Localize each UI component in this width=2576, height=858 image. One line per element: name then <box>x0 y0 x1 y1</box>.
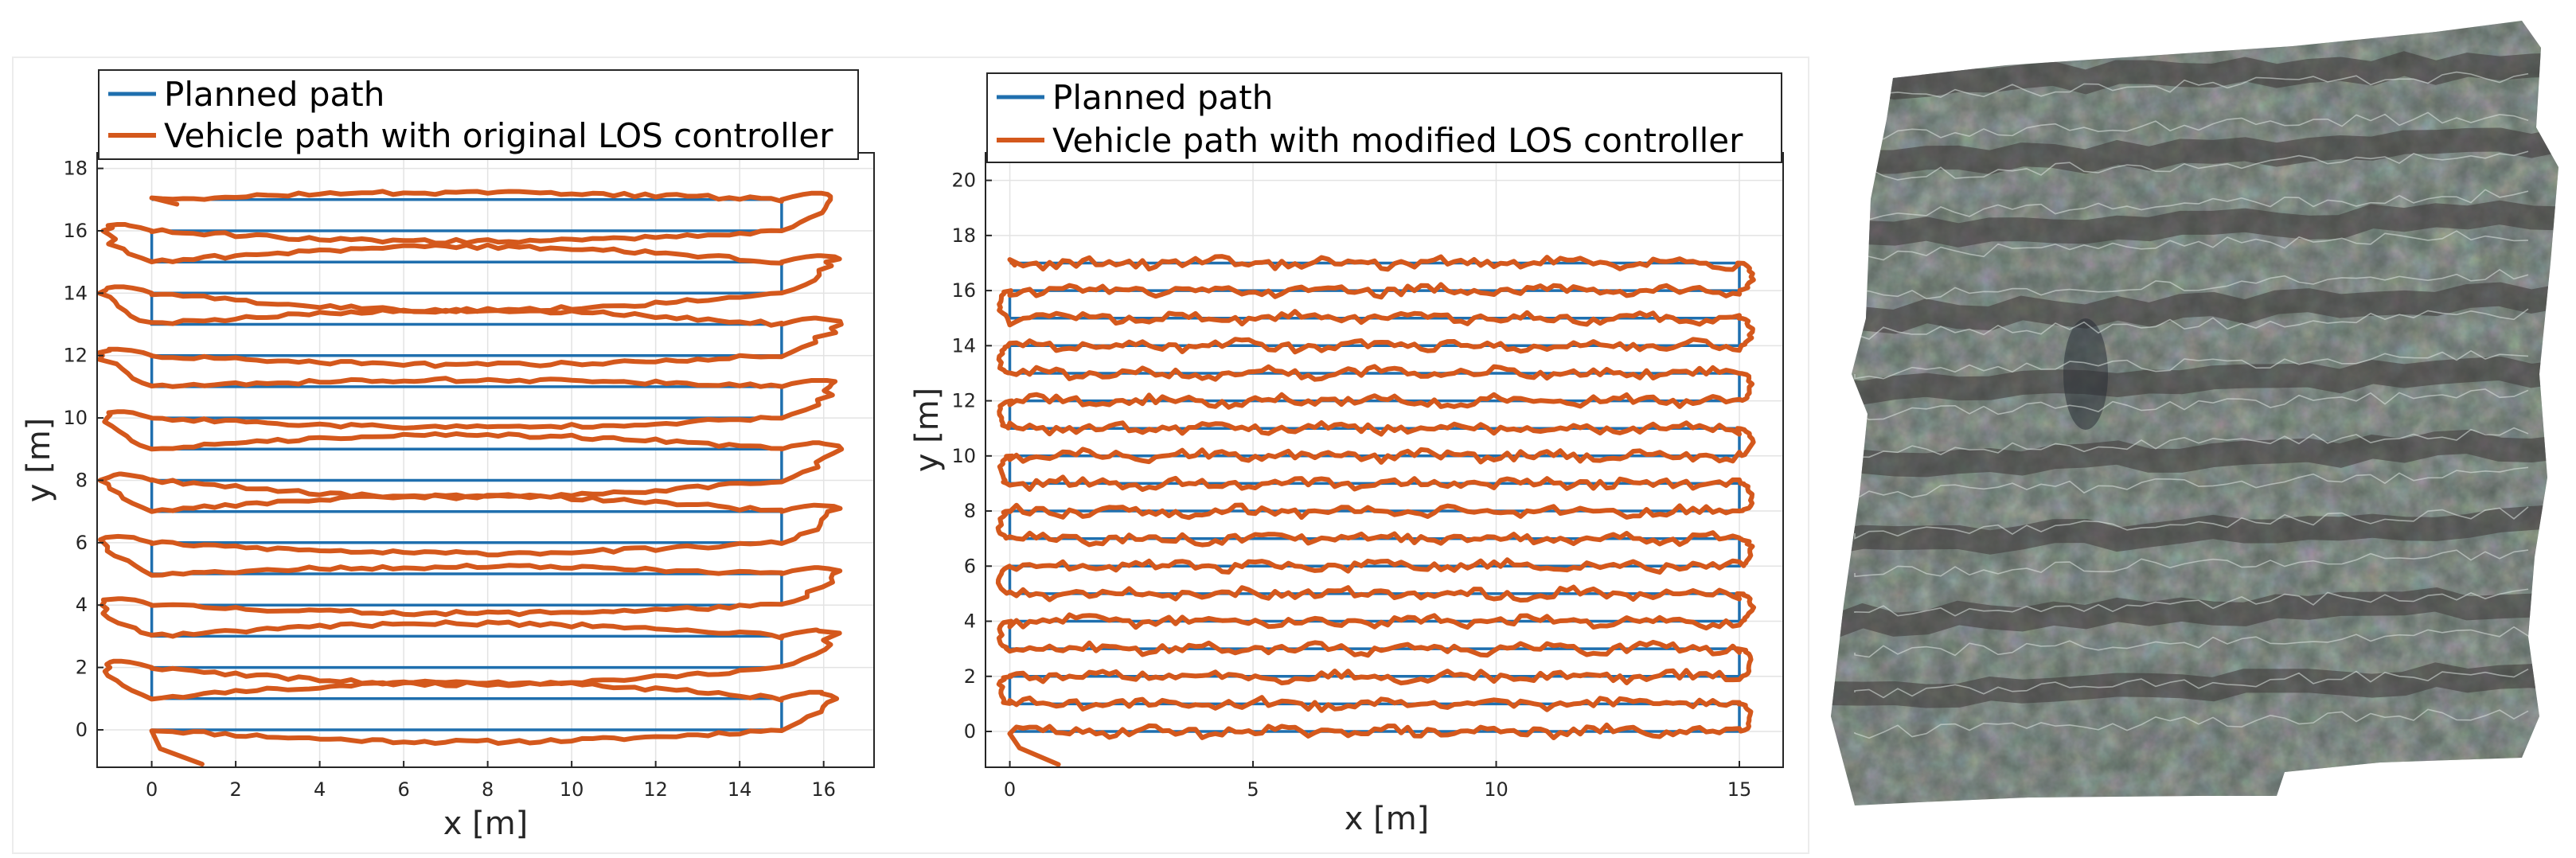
mosaic-track <box>1854 427 2529 458</box>
chart1-xlabel: x [m] <box>443 805 529 842</box>
mosaic-object <box>2063 318 2108 430</box>
x-tick-label: 16 <box>811 778 836 801</box>
vehicle-path-line <box>995 254 1756 767</box>
mosaic-track <box>1854 626 2529 658</box>
y-tick-label: 18 <box>951 224 976 247</box>
chart1-ticks: 0 2 4 6 8 10 12 14 16 0 2 4 6 8 10 12 14 16 18 <box>63 158 836 801</box>
mosaic-texture <box>1831 21 2558 805</box>
y-tick-label: 12 <box>951 390 976 412</box>
y-tick-label: 8 <box>964 500 976 522</box>
y-tick-label: 6 <box>964 555 976 577</box>
y-tick-label: 8 <box>76 469 88 491</box>
mosaic-track <box>1854 230 2529 261</box>
y-tick-label: 16 <box>951 279 976 302</box>
mosaic-track <box>1854 150 2529 181</box>
chart2-legend-planned-label: Planned path <box>1052 78 1273 117</box>
mosaic-track <box>1854 189 2529 220</box>
y-tick-label: 4 <box>76 594 88 616</box>
chart1-legend-planned-label: Planned path <box>164 75 384 114</box>
seafloor-mosaic-image <box>1831 21 2558 805</box>
mosaic-track <box>1854 308 2529 340</box>
planned-path-line <box>1008 261 1741 733</box>
chart2-vehicle-series <box>995 254 1756 767</box>
mosaic-dark-band <box>1831 356 2558 405</box>
y-tick-label: 14 <box>951 334 976 357</box>
y-tick-label: 10 <box>63 407 88 429</box>
x-tick-label: 6 <box>397 778 409 801</box>
mosaic-track <box>1854 466 2529 501</box>
mosaic-dark-band <box>1831 200 2558 249</box>
x-tick-label: 8 <box>482 778 494 801</box>
chart2-ticks: 0 5 10 15 0 2 4 6 8 10 12 14 16 18 20 <box>951 170 1751 801</box>
y-tick-label: 2 <box>964 665 976 688</box>
chart2-legend: Planned path Vehicle path with modified … <box>986 72 1782 163</box>
y-tick-label: 0 <box>76 719 88 741</box>
chart2-ylabel: y [m] <box>909 388 946 473</box>
mosaic-dark-band <box>1831 282 2558 334</box>
mosaic-track <box>1854 506 2529 540</box>
chart2-xlabel: x [m] <box>1345 801 1430 837</box>
y-tick-label: 10 <box>951 445 976 467</box>
mosaic-dark-band <box>1831 662 2558 708</box>
mosaic-dark-band <box>1831 504 2558 555</box>
mosaic-track <box>1854 111 2529 140</box>
chart1-legend-box <box>98 69 859 160</box>
mosaic-track <box>1854 549 2529 578</box>
mosaic-dark-band <box>1831 587 2558 645</box>
mosaic-track <box>1854 708 2529 739</box>
chart1-planned-series <box>150 198 783 731</box>
mosaic-track <box>1854 668 2529 699</box>
mosaic-dark-band <box>1831 429 2558 478</box>
x-tick-label: 2 <box>229 778 241 801</box>
mosaic-dark-band <box>1831 127 2558 185</box>
chart-modified-los: 0 5 10 15 0 2 4 6 8 10 12 14 16 18 20 x [m] y [m] Plan… <box>909 72 1784 837</box>
chart1-legend-vehicle-label: Vehicle path with original LOS controlle… <box>164 116 833 155</box>
mosaic-tracks <box>1854 71 2529 739</box>
mosaic-track <box>1854 268 2529 300</box>
mosaic-track <box>1854 588 2529 617</box>
mosaic-dark-band <box>1831 51 2558 103</box>
chart-original-los: 0 2 4 6 8 10 12 14 16 0 2 4 6 8 10 12 14 16 18 x [m] y [m]… <box>21 69 875 842</box>
x-tick-label: 4 <box>314 778 326 801</box>
chart1-ylabel: y [m] <box>21 418 57 503</box>
y-tick-label: 6 <box>76 532 88 554</box>
chart2-legend-box <box>986 72 1782 163</box>
mosaic-track <box>1854 349 2529 380</box>
x-tick-label: 12 <box>643 778 668 801</box>
y-tick-label: 16 <box>63 220 88 242</box>
chart2-legend-vehicle-label: Vehicle path with modified LOS controlle… <box>1052 121 1743 160</box>
y-tick-label: 2 <box>76 657 88 679</box>
chart1-vehicle-series <box>97 189 845 767</box>
x-tick-label: 0 <box>1004 778 1016 801</box>
y-tick-label: 0 <box>964 720 976 743</box>
y-tick-label: 4 <box>964 610 976 633</box>
panel-frame <box>12 57 1809 854</box>
x-tick-label: 10 <box>560 778 584 801</box>
y-tick-label: 12 <box>63 345 88 367</box>
y-tick-label: 18 <box>63 158 88 180</box>
mosaic-track <box>1854 71 2529 101</box>
x-tick-label: 10 <box>1484 778 1509 801</box>
planned-path-line <box>150 198 783 731</box>
x-tick-label: 15 <box>1727 778 1752 801</box>
x-tick-label: 0 <box>146 778 158 801</box>
y-tick-label: 20 <box>951 170 976 192</box>
chart2-planned-series <box>1008 261 1741 733</box>
x-tick-label: 5 <box>1247 778 1259 801</box>
y-tick-label: 14 <box>63 282 88 304</box>
x-tick-label: 14 <box>728 778 752 801</box>
vehicle-path-line <box>97 189 845 767</box>
chart1-legend: Planned path Vehicle path with original … <box>98 69 859 160</box>
mosaic-track <box>1854 388 2529 420</box>
